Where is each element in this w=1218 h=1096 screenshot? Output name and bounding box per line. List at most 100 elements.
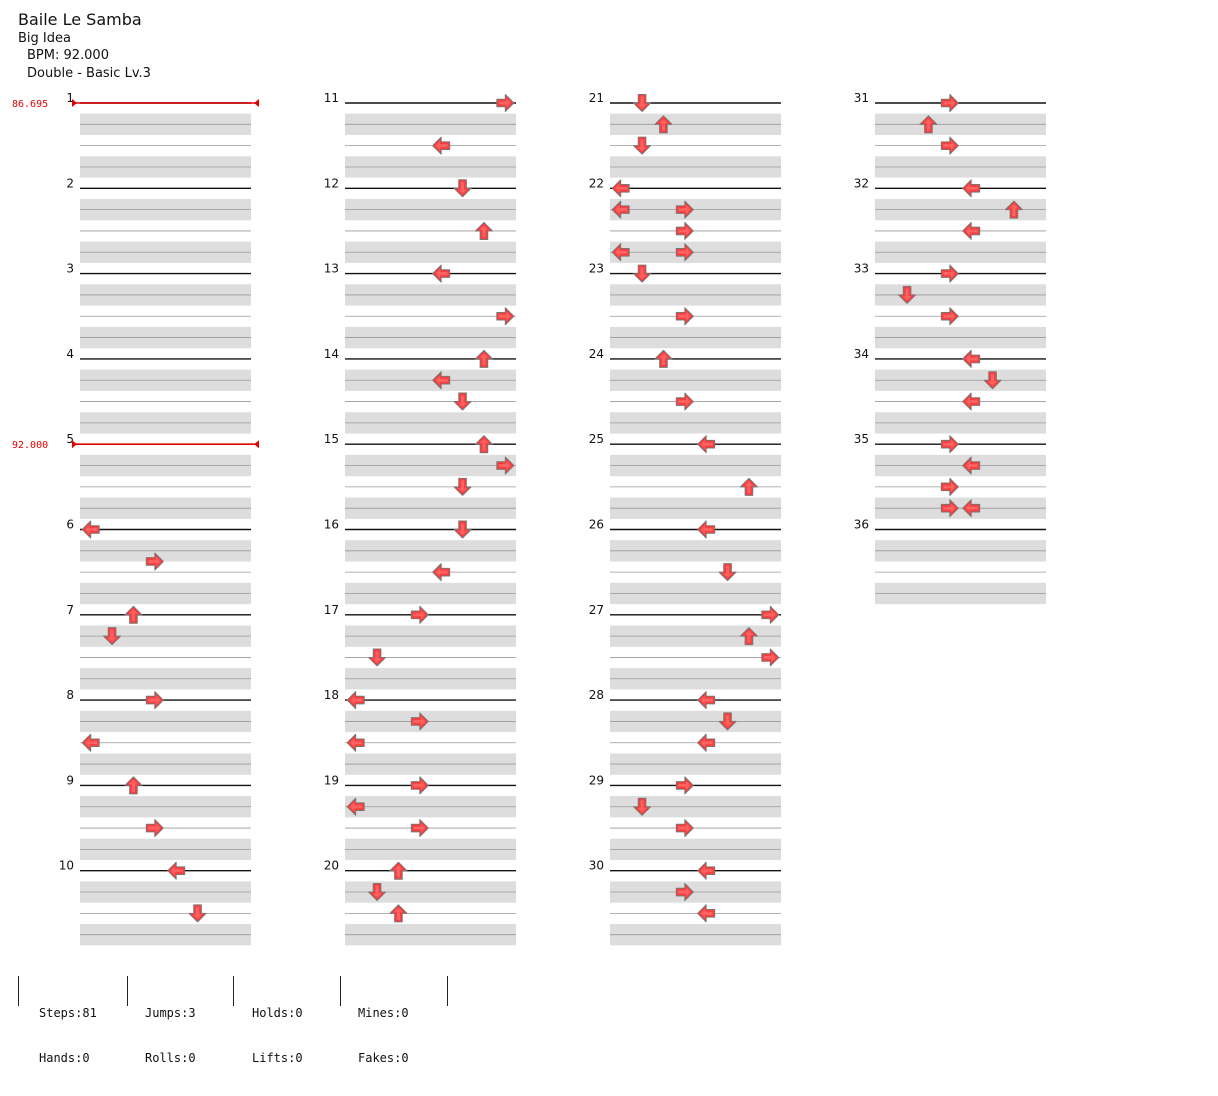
arrow-up-icon bbox=[124, 776, 143, 795]
measure-16: 16 bbox=[324, 518, 516, 605]
arrow-left-icon bbox=[697, 435, 716, 454]
arrow-down-icon bbox=[453, 520, 472, 539]
measure-number: 12 bbox=[324, 176, 339, 190]
arrow-right-icon bbox=[675, 307, 694, 326]
stat-fakes: Fakes:0 bbox=[358, 1051, 409, 1065]
measure-14: 14 bbox=[324, 347, 516, 434]
arrow-down-icon bbox=[718, 563, 737, 582]
arrow-left-icon bbox=[432, 136, 451, 155]
arrow-left-icon bbox=[432, 264, 451, 283]
stat-col-1: Steps:81 Hands:0 bbox=[39, 976, 97, 1096]
measure-33: 33 bbox=[854, 262, 1046, 349]
measure-18: 18 bbox=[324, 688, 516, 775]
measure-12: 12 bbox=[324, 176, 516, 263]
stat-steps: Steps:81 bbox=[39, 1006, 97, 1020]
arrow-left-icon bbox=[962, 349, 981, 368]
measure-9: 9 bbox=[66, 773, 251, 861]
measure-27: 27 bbox=[589, 603, 781, 690]
measure-30: 30 bbox=[589, 859, 781, 946]
measure-32: 32 bbox=[854, 176, 1046, 263]
measure-number: 15 bbox=[324, 432, 339, 446]
measure-2: 2 bbox=[66, 176, 251, 263]
arrow-right-icon bbox=[940, 435, 959, 454]
measure-6: 6 bbox=[66, 518, 251, 605]
stats-divider bbox=[233, 976, 234, 1006]
measure-13: 13 bbox=[324, 262, 516, 349]
arrow-left-icon bbox=[962, 221, 981, 240]
arrow-left-icon bbox=[346, 733, 365, 752]
measure-number: 7 bbox=[66, 603, 74, 617]
arrow-left-icon bbox=[167, 861, 186, 880]
bpm-change-label: 92.000 bbox=[12, 440, 48, 451]
stat-col-3: Holds:0 Lifts:0 bbox=[252, 976, 303, 1096]
arrow-right-icon bbox=[940, 94, 959, 112]
arrow-left-icon bbox=[432, 563, 451, 582]
arrow-left-icon bbox=[697, 520, 716, 539]
arrow-right-icon bbox=[145, 691, 164, 710]
measure-24: 24 bbox=[589, 347, 781, 434]
stat-jumps: Jumps:3 bbox=[145, 1006, 196, 1020]
arrow-left-icon bbox=[697, 904, 716, 923]
arrow-right-icon bbox=[761, 648, 780, 667]
measure-number: 13 bbox=[324, 262, 339, 276]
bpm-change-label: 86.695 bbox=[12, 99, 48, 110]
measure-11: 11 bbox=[324, 91, 516, 178]
measure-number: 11 bbox=[324, 91, 339, 105]
measure-number: 34 bbox=[854, 347, 869, 361]
arrow-up-icon bbox=[474, 349, 493, 368]
measure-number: 8 bbox=[66, 688, 74, 702]
measure-number: 3 bbox=[66, 262, 74, 276]
measure-number: 24 bbox=[589, 347, 604, 361]
stats-divider bbox=[340, 976, 341, 1006]
arrow-left-icon bbox=[81, 733, 100, 752]
measure-number: 25 bbox=[589, 432, 604, 446]
arrow-up-icon bbox=[389, 861, 408, 880]
arrow-right-icon bbox=[675, 776, 694, 795]
measure-10: 10 bbox=[59, 859, 251, 946]
arrow-left-icon bbox=[962, 392, 981, 411]
arrow-right-icon bbox=[675, 392, 694, 411]
song-title: Baile Le Samba bbox=[18, 10, 142, 29]
measure-number: 17 bbox=[324, 603, 339, 617]
measure-number: 35 bbox=[854, 432, 869, 446]
measure-number: 2 bbox=[66, 176, 74, 190]
measure-1: 1 bbox=[66, 91, 251, 178]
stats-divider bbox=[127, 976, 128, 1006]
measure-35: 35 bbox=[854, 432, 1046, 519]
measure-number: 20 bbox=[324, 859, 339, 873]
arrow-right-icon bbox=[145, 819, 164, 838]
arrow-down-icon bbox=[633, 136, 652, 155]
stat-mines: Mines:0 bbox=[358, 1006, 409, 1020]
arrow-up-icon bbox=[474, 435, 493, 454]
measure-number: 29 bbox=[589, 773, 604, 787]
bpm-line: BPM: 92.000 bbox=[27, 48, 109, 63]
measure-number: 26 bbox=[589, 518, 604, 532]
arrow-up-icon bbox=[389, 904, 408, 923]
measure-8: 8 bbox=[66, 688, 251, 775]
measure-3: 3 bbox=[66, 262, 251, 349]
arrow-right-icon bbox=[675, 221, 694, 240]
measure-number: 19 bbox=[324, 773, 339, 787]
measure-number: 30 bbox=[589, 859, 604, 873]
measure-36: 36 bbox=[854, 518, 1046, 605]
measure-22: 22 bbox=[589, 176, 781, 263]
stats-divider bbox=[447, 976, 448, 1006]
arrow-right-icon bbox=[410, 819, 429, 838]
measure-34: 34 bbox=[854, 347, 1046, 434]
measure-number: 32 bbox=[854, 176, 869, 190]
arrow-right-icon bbox=[940, 307, 959, 326]
measure-number: 23 bbox=[589, 262, 604, 276]
arrow-left-icon bbox=[611, 179, 630, 198]
arrow-left-icon bbox=[962, 179, 981, 198]
arrow-up-icon bbox=[654, 349, 673, 368]
measure-29: 29 bbox=[589, 773, 781, 861]
bpm-change-marker: 92.000 bbox=[12, 440, 259, 451]
arrow-up-icon bbox=[739, 477, 758, 496]
arrow-down-icon bbox=[453, 392, 472, 411]
arrow-right-icon bbox=[940, 477, 959, 496]
measure-15: 15 bbox=[324, 432, 516, 519]
measure-25: 25 bbox=[589, 432, 781, 519]
measure-19: 19 bbox=[324, 773, 516, 861]
song-header: Baile Le Samba Big Idea BPM: 92.000 Doub… bbox=[18, 10, 151, 83]
arrow-left-icon bbox=[697, 861, 716, 880]
